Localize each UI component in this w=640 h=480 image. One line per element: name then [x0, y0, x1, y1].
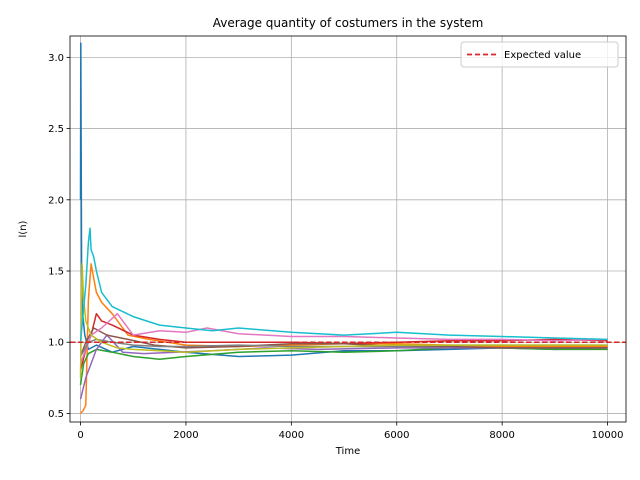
series-line-5	[79, 334, 608, 400]
y-axis-ticks: 0.5 1.0 1.5 2.0 2.5 3.0	[48, 53, 70, 420]
legend-label-expected-value: Expected value	[504, 50, 581, 61]
y-tick-label: 2.5	[48, 124, 64, 135]
x-tick-label: 8000	[489, 430, 514, 441]
axes-frame	[69, 35, 627, 423]
legend-box	[460, 41, 619, 68]
y-tick-label: 2.0	[48, 195, 64, 206]
series-line-10	[79, 227, 608, 343]
y-tick-label: 0.5	[48, 409, 64, 420]
y-tick-label: 3.0	[48, 53, 64, 64]
y-tick-label: 1.5	[48, 267, 64, 278]
x-tick-label: 10000	[592, 430, 624, 441]
x-axis-ticks: 0 2000 4000 6000 8000 10000	[77, 422, 623, 441]
x-axis-title: Time	[335, 446, 360, 457]
legend: Expected value	[460, 41, 619, 68]
x-tick-label: 6000	[384, 430, 409, 441]
y-axis-title: l(n)	[18, 220, 29, 237]
series-line-7	[79, 312, 608, 364]
chart-title: Average quantity of costumers in the sys…	[213, 16, 484, 30]
x-tick-label: 0	[77, 430, 83, 441]
series-lines	[79, 42, 608, 415]
x-tick-label: 4000	[279, 430, 304, 441]
grid-lines	[70, 36, 626, 422]
series-line-9	[79, 263, 608, 378]
x-tick-label: 2000	[173, 430, 198, 441]
y-tick-label: 1.0	[48, 338, 64, 349]
